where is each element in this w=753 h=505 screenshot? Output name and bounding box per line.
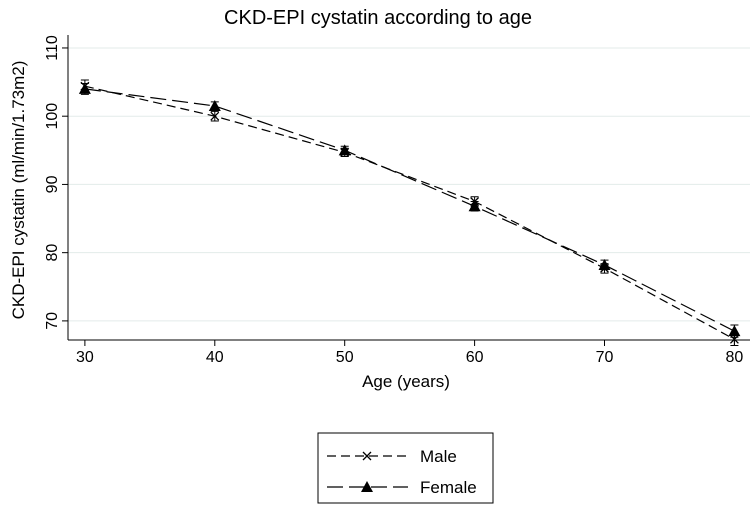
y-tick-label: 110 bbox=[44, 35, 61, 61]
marker bbox=[208, 99, 221, 111]
marker bbox=[729, 334, 739, 344]
x-tick-label: 70 bbox=[596, 349, 614, 366]
x-axis-label: Age (years) bbox=[362, 372, 450, 391]
chart-title: CKD-EPI cystatin according to age bbox=[224, 7, 532, 29]
marker bbox=[362, 451, 372, 461]
x-tick-label: 30 bbox=[76, 349, 94, 366]
marker bbox=[338, 144, 351, 156]
x-tick-label: 60 bbox=[466, 349, 484, 366]
x-tick-label: 40 bbox=[206, 349, 224, 366]
marker bbox=[598, 258, 611, 270]
y-tick-label: 100 bbox=[44, 103, 61, 130]
marker bbox=[361, 481, 373, 492]
series-line bbox=[84, 88, 735, 332]
series-line bbox=[84, 85, 735, 340]
legend-label: Female bbox=[420, 478, 477, 497]
y-tick-label: 90 bbox=[44, 175, 61, 193]
x-tick-label: 50 bbox=[336, 349, 354, 366]
legend bbox=[317, 432, 494, 504]
marker bbox=[468, 200, 481, 212]
legend-label: Male bbox=[420, 447, 457, 466]
y-axis-label: CKD-EPI cystatin (ml/min/1.73m2) bbox=[9, 61, 28, 320]
marker bbox=[78, 82, 91, 94]
y-tick-label: 70 bbox=[44, 312, 61, 330]
marker bbox=[728, 325, 741, 337]
marker bbox=[210, 111, 220, 121]
x-tick-label: 80 bbox=[726, 349, 744, 366]
y-tick-label: 80 bbox=[44, 244, 61, 262]
